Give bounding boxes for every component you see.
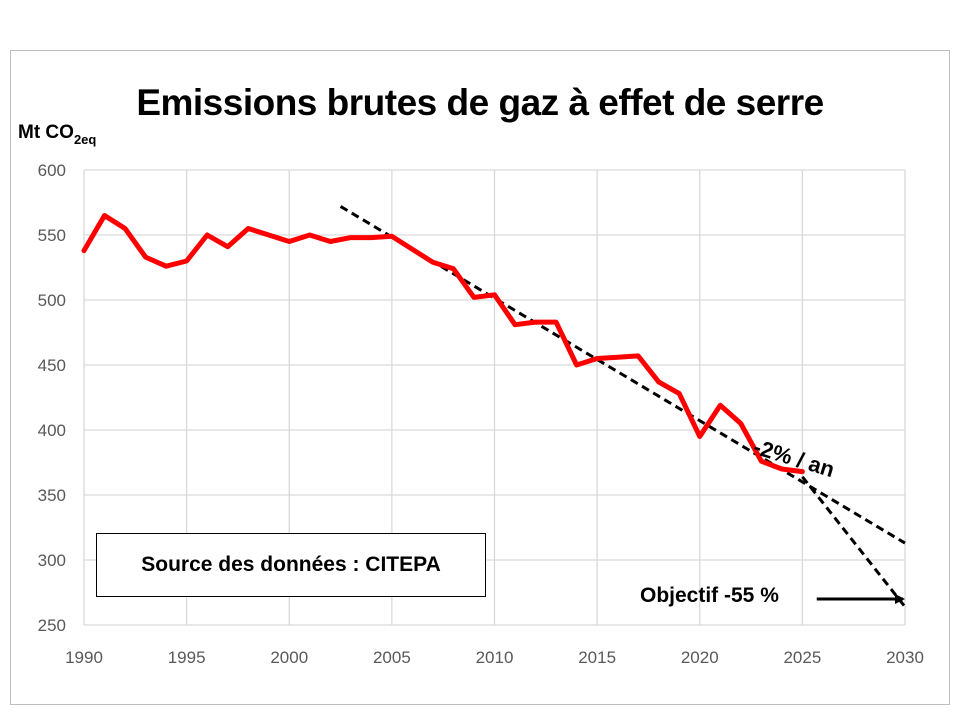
x-tick-label: 2025 [783,648,821,667]
emissions-series-line [81,213,805,475]
y-unit-main: Mt CO [18,122,74,143]
x-tick-label: 2020 [681,648,719,667]
x-tick-label: 2000 [270,648,308,667]
x-tick-label: 1995 [168,648,206,667]
target-annotation: Objectif -55 % [640,584,779,607]
y-tick-label: 450 [38,356,66,375]
chart-frame [10,50,950,705]
x-tick-label: 2030 [886,648,924,667]
chart-title: Emissions brutes de gaz à effet de serre [136,82,824,123]
y-tick-label: 250 [38,616,66,635]
x-tick-label: 2010 [476,648,514,667]
y-tick-label: 300 [38,551,66,570]
y-tick-label: 550 [38,226,66,245]
x-tick-label: 2005 [373,648,411,667]
y-unit-subscript: 2eq [73,132,97,147]
trend-line [801,475,907,608]
y-tick-label: 350 [38,486,66,505]
y-tick-label: 500 [38,291,66,310]
y-axis-unit-label: Mt CO2eq [18,122,96,147]
y-tick-label: 600 [38,161,66,180]
x-tick-label: 2015 [578,648,616,667]
x-tick-label: 1990 [65,648,103,667]
source-box: Source des données : CITEPA [96,533,486,597]
y-tick-label: 400 [38,421,66,440]
